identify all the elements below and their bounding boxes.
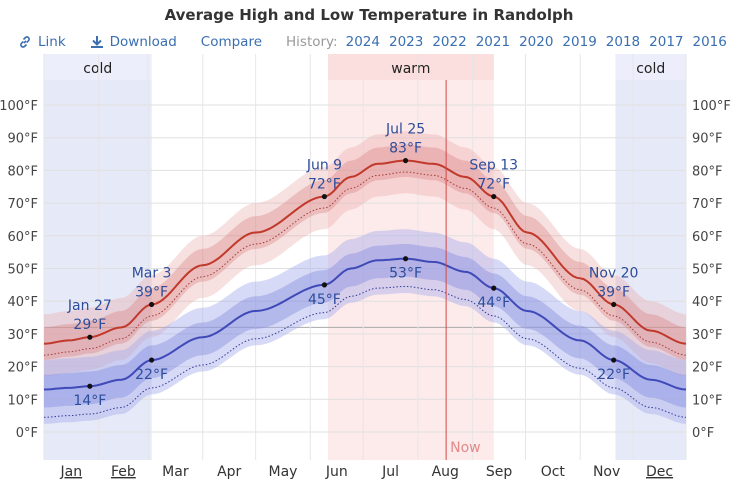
low-band-outer	[44, 229, 686, 424]
y-tick-label-left: 10°F	[7, 393, 38, 408]
month-label-mar: Mar	[162, 464, 189, 480]
month-label-sep: Sep	[486, 464, 513, 480]
annotation-value: 45°F	[308, 292, 341, 308]
month-label-jun: Jun	[325, 464, 348, 480]
annotation-value: 53°F	[389, 266, 422, 282]
annotation-marker	[491, 193, 497, 200]
cold-band	[44, 54, 152, 460]
cold-band	[615, 54, 686, 460]
month-label-oct: Oct	[541, 464, 566, 480]
month-label-jul: Jul	[381, 464, 399, 480]
download-button[interactable]: Download	[90, 34, 177, 50]
history-year-2016[interactable]: 2016	[692, 34, 727, 50]
annotation-value: 22°F	[135, 367, 168, 383]
y-tick-label-right: 20°F	[692, 361, 723, 376]
annotation-date: Sep 13	[469, 158, 518, 174]
y-tick-label-left: 70°F	[7, 197, 38, 212]
annotation-value: 83°F	[389, 141, 422, 157]
annotation-marker	[148, 357, 155, 363]
link-label: Link	[38, 34, 66, 50]
annotation-value: 14°F	[73, 393, 106, 409]
y-tick-label-right: 30°F	[692, 328, 723, 343]
annotation-value: 39°F	[135, 284, 168, 300]
annotation-marker	[321, 193, 328, 200]
download-label: Download	[109, 34, 177, 50]
annotation-marker	[87, 383, 93, 389]
history-year-2019[interactable]: 2019	[562, 34, 597, 50]
annotation-date: Mar 3	[132, 265, 172, 281]
history-year-2023[interactable]: 2023	[388, 34, 424, 50]
history-year-2022[interactable]: 2022	[432, 34, 467, 50]
annotation-marker	[402, 157, 409, 164]
y-tick-label-right: 80°F	[692, 164, 723, 179]
y-tick-label-left: 0°F	[16, 426, 38, 441]
now-label: Now	[450, 440, 481, 456]
compare-button[interactable]: Compare	[200, 34, 263, 50]
y-tick-label-left: 30°F	[7, 328, 38, 343]
history-year-2021[interactable]: 2021	[475, 34, 511, 50]
warm-season-label: warm	[391, 61, 430, 77]
history-year-2020[interactable]: 2020	[519, 34, 554, 50]
month-label-aug: Aug	[432, 464, 459, 480]
annotation-date: Jun 9	[306, 158, 342, 174]
y-tick-label-right: 0°F	[692, 426, 714, 441]
y-tick-label-left: 80°F	[7, 164, 38, 179]
link-button[interactable]: Link	[18, 34, 66, 50]
annotation-value: 22°F	[597, 367, 630, 383]
annotation-marker	[87, 334, 93, 340]
y-tick-label-right: 10°F	[692, 393, 723, 408]
toolbar: Link Download Compare History: 2024 2023…	[18, 33, 736, 51]
annotation-date: Jan 27	[67, 298, 112, 314]
month-label-may: May	[269, 464, 298, 480]
annotation-marker	[611, 301, 617, 308]
low-band-inner	[44, 244, 686, 408]
y-tick-label-left: 50°F	[7, 263, 38, 278]
month-label-nov: Nov	[593, 464, 620, 480]
history-label: History:	[286, 34, 338, 50]
month-label-jan: Jan	[60, 464, 83, 480]
annotation-value: 44°F	[477, 295, 510, 311]
annotation-marker	[321, 282, 328, 288]
cold-label-box	[44, 54, 152, 80]
y-tick-label-left: 90°F	[7, 132, 38, 147]
chart-title: Average High and Low Temperature in Rand…	[164, 6, 574, 24]
annotation-value: 72°F	[477, 177, 510, 193]
y-tick-label-right: 50°F	[692, 263, 723, 278]
annotation-marker	[491, 285, 497, 291]
history-year-2017[interactable]: 2017	[649, 34, 684, 50]
warm-label-box	[327, 54, 494, 80]
cold-season-label: cold	[83, 61, 112, 77]
history-year-2024[interactable]: 2024	[345, 34, 380, 50]
history-year-2018[interactable]: 2018	[605, 34, 641, 50]
y-tick-label-left: 20°F	[7, 361, 38, 376]
month-label-feb: Feb	[111, 464, 136, 480]
cold-label-box	[615, 54, 686, 80]
annotation-value: 39°F	[597, 284, 630, 300]
y-tick-label-right: 40°F	[692, 295, 723, 310]
cold-season-label: cold	[636, 61, 665, 77]
y-tick-label-left: 100°F	[0, 99, 38, 114]
high-band-inner	[44, 144, 686, 361]
annotation-date: Jul 25	[385, 122, 425, 138]
month-label-dec: Dec	[646, 464, 673, 480]
annotation-value: 72°F	[308, 177, 341, 193]
y-tick-label-right: 60°F	[692, 230, 723, 245]
annotation-marker	[402, 256, 409, 262]
annotation-date: Nov 20	[589, 265, 639, 281]
y-tick-label-right: 100°F	[692, 99, 731, 114]
download-icon	[90, 36, 103, 48]
y-tick-label-right: 90°F	[692, 132, 723, 147]
link-icon	[20, 36, 30, 48]
annotation-marker	[148, 301, 155, 308]
y-tick-label-left: 60°F	[7, 230, 38, 245]
warm-band	[327, 54, 494, 460]
month-label-apr: Apr	[217, 464, 241, 480]
y-tick-label-left: 40°F	[7, 295, 38, 310]
annotation-value: 29°F	[73, 317, 106, 333]
y-tick-label-right: 70°F	[692, 197, 723, 212]
annotation-marker	[611, 357, 617, 363]
high-band-outer	[44, 131, 686, 377]
